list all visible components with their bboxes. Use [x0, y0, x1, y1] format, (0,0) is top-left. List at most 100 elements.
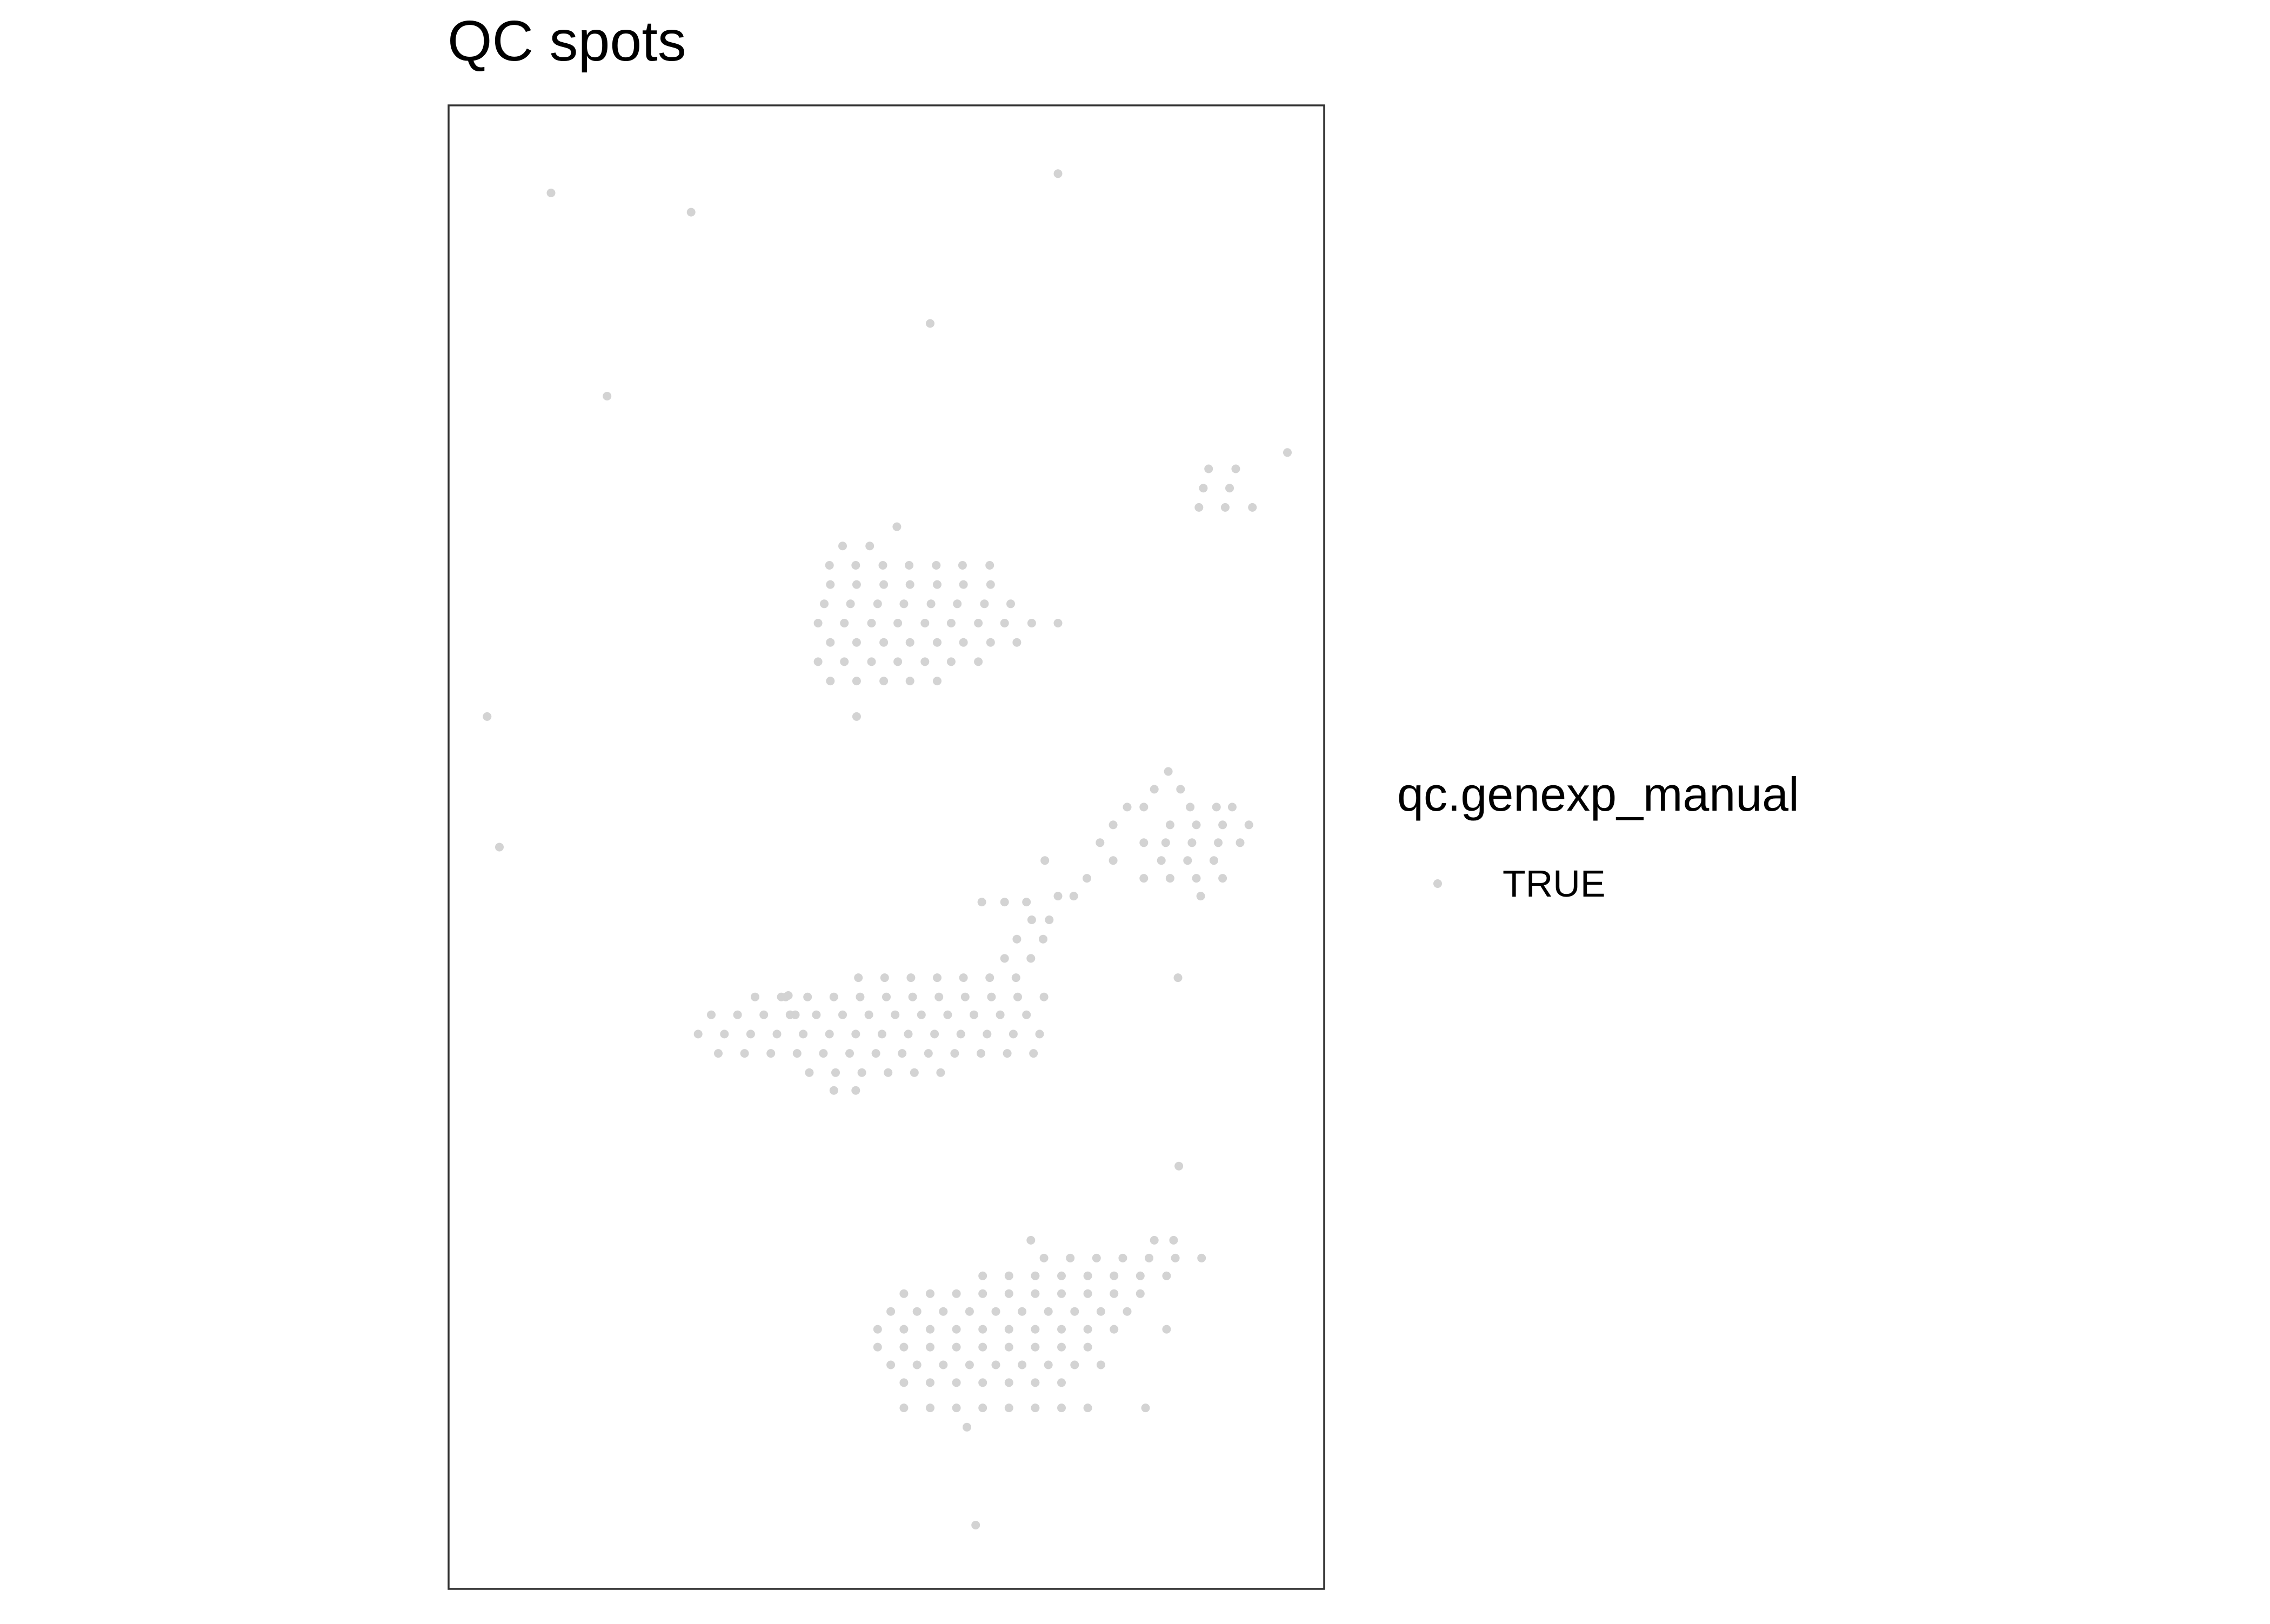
data-point [1164, 767, 1173, 776]
data-point [857, 1068, 866, 1077]
data-point [1214, 838, 1223, 847]
data-point [1083, 874, 1091, 883]
data-point [932, 561, 941, 570]
data-point [1070, 1307, 1079, 1316]
data-point [1053, 619, 1063, 627]
data-point [906, 973, 916, 983]
data-point [891, 1010, 900, 1019]
data-point [1083, 1271, 1092, 1280]
data-point [1161, 838, 1170, 847]
data-point [1004, 1404, 1013, 1413]
data-point [1283, 448, 1292, 457]
data-point [943, 1010, 952, 1019]
data-point [880, 973, 889, 983]
data-point [952, 1342, 961, 1352]
data-point [1231, 464, 1240, 473]
data-point [985, 973, 994, 983]
data-point [934, 992, 944, 1001]
data-point [1220, 503, 1230, 512]
data-point [1045, 915, 1054, 924]
data-point [1209, 856, 1218, 865]
data-point [899, 1342, 909, 1352]
data-point [977, 1049, 985, 1058]
data-point [1110, 1325, 1119, 1334]
data-point [879, 580, 889, 589]
data-point [733, 1010, 742, 1019]
data-point [829, 1086, 838, 1095]
data-point [826, 580, 835, 589]
data-point [1027, 619, 1036, 627]
data-point [1192, 820, 1201, 830]
data-point [1096, 838, 1105, 847]
data-point [978, 1271, 987, 1280]
data-point [1083, 1404, 1092, 1413]
data-point [1031, 1378, 1040, 1387]
data-point [1006, 599, 1015, 609]
data-point [983, 1030, 992, 1039]
data-point [899, 599, 909, 609]
data-point [1194, 503, 1204, 512]
data-point [1118, 1253, 1127, 1262]
legend-label: TRUE [1503, 863, 1606, 905]
data-point [899, 1404, 909, 1413]
data-point [985, 561, 994, 570]
data-point [882, 992, 891, 1001]
data-point [1141, 1404, 1150, 1413]
data-point [1013, 992, 1022, 1001]
legend-entries: TRUE [1433, 863, 1606, 905]
data-point [603, 392, 612, 400]
data-point [1000, 619, 1009, 627]
data-point [905, 677, 914, 686]
data-point [851, 1086, 860, 1095]
data-point [1039, 934, 1047, 944]
data-point [813, 619, 823, 627]
data-point [856, 992, 865, 1001]
data-point [1044, 1307, 1053, 1316]
data-point [826, 677, 835, 686]
data-point [926, 1404, 934, 1413]
data-point [746, 1030, 755, 1039]
data-point [1183, 856, 1192, 865]
data-point [846, 599, 855, 609]
data-point [908, 992, 917, 1001]
data-point [1165, 874, 1174, 883]
data-point [840, 657, 849, 666]
data-point [825, 561, 834, 570]
data-point [1092, 1253, 1101, 1262]
data-point [926, 1289, 934, 1298]
data-point [1169, 1235, 1178, 1245]
data-point [1022, 898, 1031, 907]
data-point [905, 580, 914, 589]
data-point [970, 1010, 978, 1019]
data-point [873, 599, 882, 609]
data-point [1018, 1360, 1027, 1369]
data-point [974, 657, 983, 666]
data-point [1096, 1307, 1105, 1316]
data-point [714, 1049, 723, 1058]
data-point [1139, 803, 1149, 812]
data-point [1066, 1253, 1075, 1262]
data-point [1004, 1325, 1013, 1334]
data-point [1165, 820, 1174, 830]
data-point [1012, 638, 1021, 647]
data-point [1157, 856, 1166, 865]
data-point [852, 712, 861, 721]
data-point [910, 1068, 919, 1077]
data-point [1083, 1325, 1092, 1334]
data-point [1057, 1342, 1066, 1352]
data-point [1027, 915, 1036, 924]
data-point [956, 1030, 965, 1039]
data-point [953, 599, 962, 609]
data-point [980, 599, 989, 609]
data-point [905, 561, 914, 570]
data-point [1053, 169, 1063, 178]
legend-title: qc.genexp_manual [1397, 767, 1799, 821]
data-point [1150, 1235, 1159, 1245]
data-point [1199, 484, 1208, 493]
data-point [1139, 874, 1149, 883]
data-point [1204, 464, 1213, 473]
data-point [772, 1030, 782, 1039]
data-point [960, 992, 970, 1001]
